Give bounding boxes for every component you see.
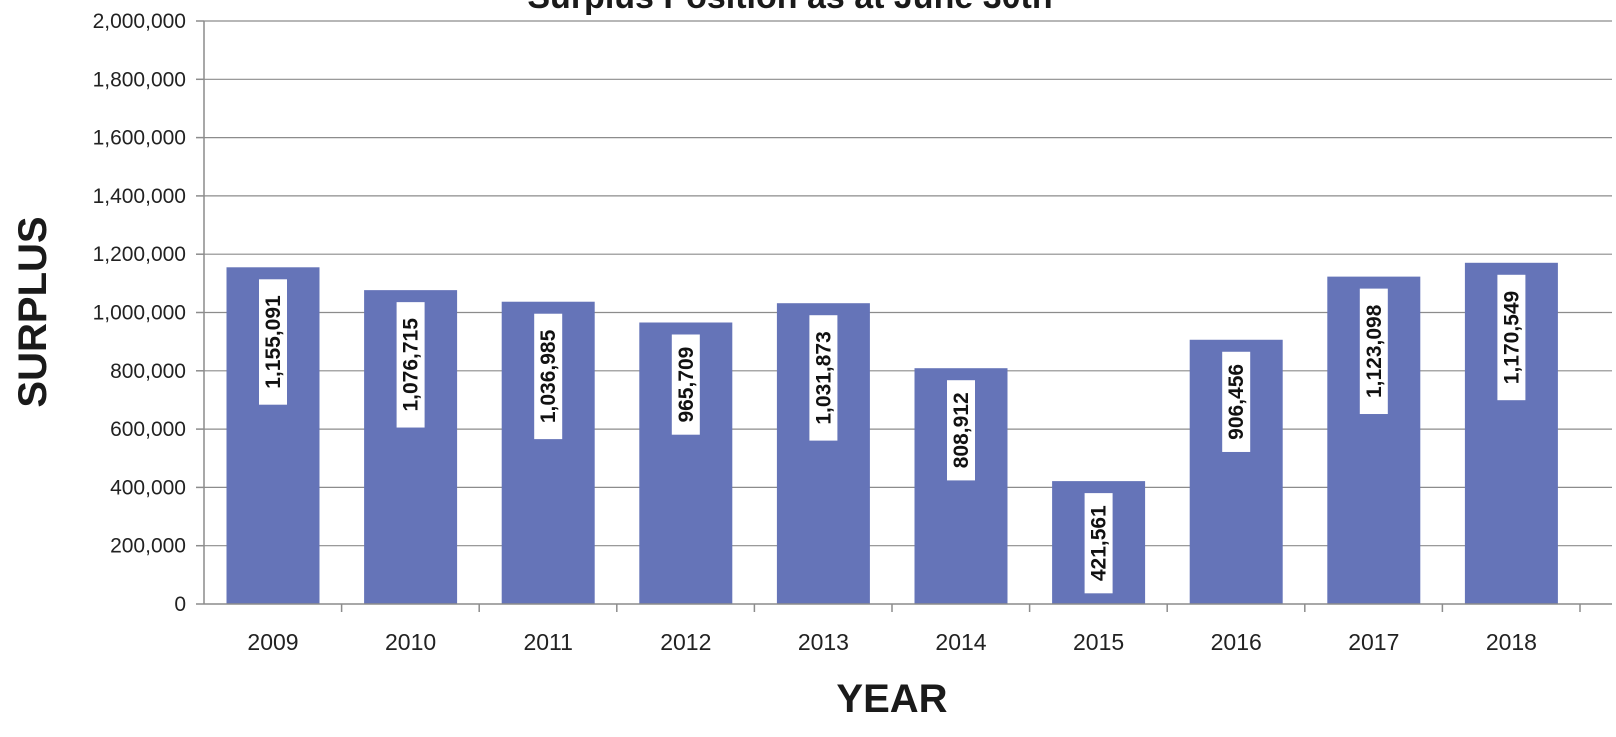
bar-group: 1,123,098 bbox=[1327, 276, 1421, 604]
data-label: 1,036,985 bbox=[537, 329, 560, 423]
y-tick-label: 0 bbox=[174, 593, 186, 616]
y-tick-label: 1,000,000 bbox=[93, 302, 186, 325]
axes bbox=[203, 21, 1612, 605]
data-label: 965,709 bbox=[675, 347, 698, 423]
bars: 1,155,091 1,076,715 1,036,985 965,709 1,031,… bbox=[226, 262, 1558, 604]
y-tick-label: 1,800,000 bbox=[93, 68, 186, 91]
x-tick-label: 2017 bbox=[1348, 629, 1399, 655]
data-label-box bbox=[1222, 351, 1251, 452]
y-tick-label: 200,000 bbox=[110, 535, 186, 558]
y-tick-label: 600,000 bbox=[110, 418, 186, 441]
data-label-box bbox=[809, 315, 838, 441]
data-label: 421,561 bbox=[1088, 505, 1111, 581]
x-tick-labels: 2009 2010 2011 2012 2013 2014 2015 2016 2017 2018 bbox=[247, 604, 1581, 655]
y-tick-label: 1,600,000 bbox=[93, 127, 186, 150]
x-tick-label: 2010 bbox=[385, 629, 436, 655]
bar-group: 906,456 bbox=[1189, 339, 1283, 604]
bar-group: 1,076,715 bbox=[364, 290, 458, 604]
data-label: 1,170,549 bbox=[1500, 291, 1523, 384]
y-tick-labels: 0 200,000 400,000 600,000 800,000 1,000,000 1,… bbox=[93, 10, 204, 616]
x-tick-label: 2014 bbox=[935, 629, 986, 655]
data-label: 1,076,715 bbox=[400, 318, 423, 412]
y-tick-label: 1,200,000 bbox=[93, 243, 186, 266]
data-label-box bbox=[947, 380, 975, 481]
data-label: 1,123,098 bbox=[1363, 304, 1386, 398]
x-tick-label: 2012 bbox=[660, 629, 711, 655]
data-label-box bbox=[396, 302, 425, 428]
data-label: 1,155,091 bbox=[262, 295, 285, 389]
y-tick-label: 2,000,000 bbox=[93, 10, 186, 33]
data-label-box bbox=[671, 334, 700, 435]
data-label-box bbox=[1084, 493, 1113, 594]
x-tick-label: 2018 bbox=[1486, 629, 1537, 655]
bar-group: 421,561 bbox=[1052, 481, 1146, 604]
bar-group: 1,170,549 bbox=[1464, 262, 1558, 604]
data-label-box bbox=[1497, 274, 1526, 401]
bar-group: 1,155,091 bbox=[226, 267, 320, 604]
x-tick-label: 2013 bbox=[798, 629, 849, 655]
x-tick-label: 2009 bbox=[247, 629, 298, 655]
x-tick-label: 2015 bbox=[1073, 629, 1124, 655]
data-label-box bbox=[534, 313, 563, 440]
y-tick-label: 1,400,000 bbox=[93, 185, 186, 208]
y-tick-label: 800,000 bbox=[110, 360, 186, 383]
y-tick-label: 400,000 bbox=[110, 476, 186, 499]
bar-group: 1,031,873 bbox=[776, 303, 870, 604]
data-label-box bbox=[1359, 288, 1388, 415]
bar-group: 965,709 bbox=[639, 322, 733, 604]
data-label: 906,456 bbox=[1225, 364, 1248, 440]
data-label-box bbox=[259, 279, 287, 405]
x-tick-label: 2016 bbox=[1211, 629, 1262, 655]
y-axis-title: SURPLUS bbox=[11, 216, 55, 407]
chart-title: Surplus Position as at June 30th bbox=[527, 0, 1052, 16]
bar-group: 808,912 bbox=[914, 368, 1008, 604]
data-label: 1,031,873 bbox=[812, 331, 835, 424]
x-tick-label: 2011 bbox=[523, 629, 572, 655]
x-axis-title: YEAR bbox=[836, 677, 947, 721]
bar-group: 1,036,985 bbox=[501, 301, 595, 604]
data-label: 808,912 bbox=[950, 392, 973, 468]
